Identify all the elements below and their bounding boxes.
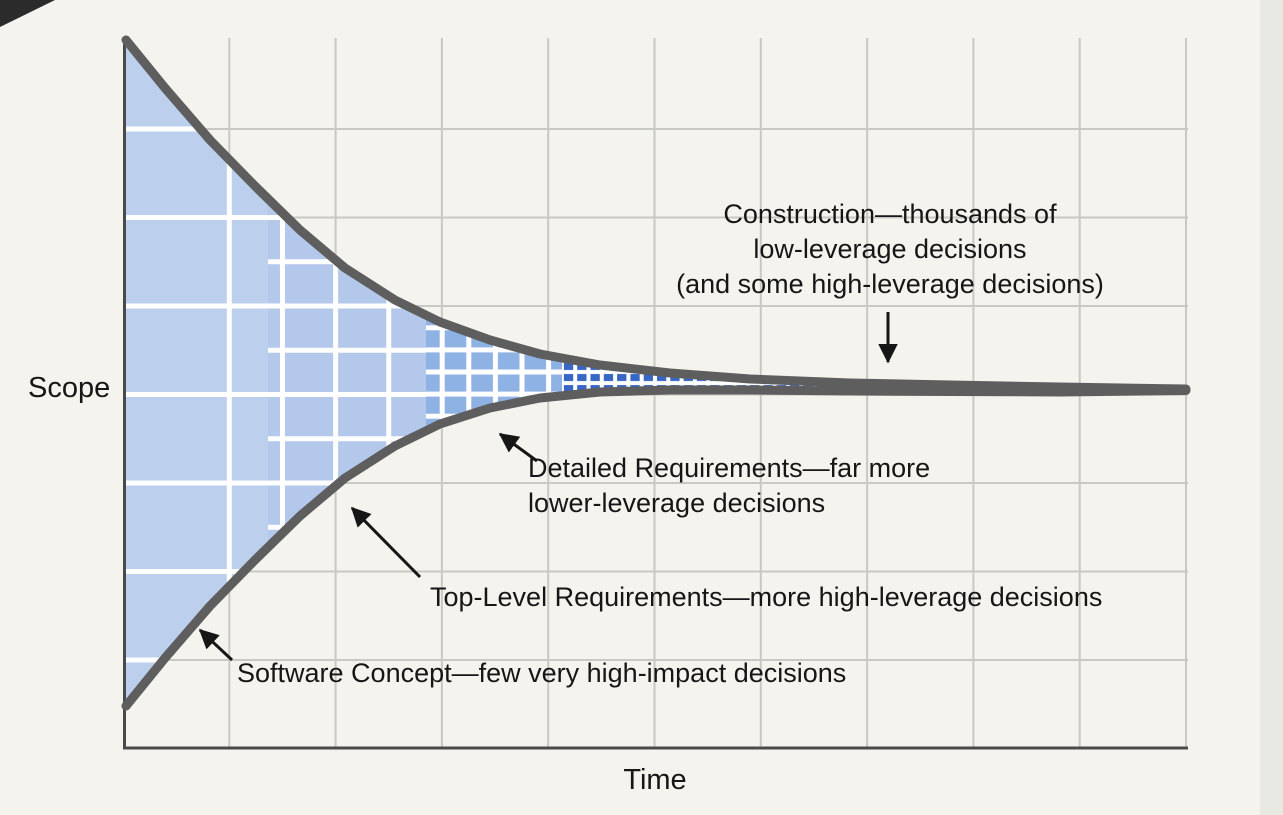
annotation-line: (and some high-leverage decisions) bbox=[676, 269, 1104, 299]
scan-artifact-right-band bbox=[1260, 0, 1283, 815]
annotation-software-concept: Software Concept—few very high-impact de… bbox=[237, 656, 846, 691]
axis-lines bbox=[123, 40, 1188, 750]
funnel-fill-coarse bbox=[126, 40, 268, 706]
annotation-top-level-requirements: Top-Level Requirements—more high-leverag… bbox=[430, 580, 1102, 615]
funnel-fill-dense bbox=[562, 330, 1102, 420]
annotation-line: Construction—thousands of bbox=[723, 199, 1057, 229]
funnel-fill bbox=[126, 40, 1102, 706]
top-level-requirements-arrow bbox=[350, 506, 422, 579]
software-concept-arrow bbox=[198, 628, 234, 662]
scope-axis-label: Scope bbox=[28, 372, 111, 404]
funnel-fill-medium bbox=[268, 150, 426, 570]
time-axis-label: Time bbox=[623, 764, 687, 796]
funnel-fill-fine bbox=[426, 290, 562, 460]
detailed-requirements-arrow bbox=[498, 432, 538, 463]
scan-artifact-corner bbox=[0, 0, 55, 27]
annotation-line: Detailed Requirements—far more bbox=[528, 453, 931, 483]
annotation-line: Software Concept—few very high-impact de… bbox=[237, 658, 847, 688]
annotation-line: Top-Level Requirements—more high-leverag… bbox=[430, 582, 1103, 612]
annotation-detailed-requirements: Detailed Requirements—far more lower-lev… bbox=[528, 451, 930, 521]
annotation-construction: Construction—thousands of low-leverage d… bbox=[650, 197, 1130, 302]
annotation-line: low-leverage decisions bbox=[753, 234, 1027, 264]
annotation-line: lower-leverage decisions bbox=[528, 488, 826, 518]
funnel-bottom-edge bbox=[121, 385, 1191, 711]
funnel-top-edge bbox=[121, 35, 1191, 394]
annotation-arrows bbox=[198, 312, 898, 662]
